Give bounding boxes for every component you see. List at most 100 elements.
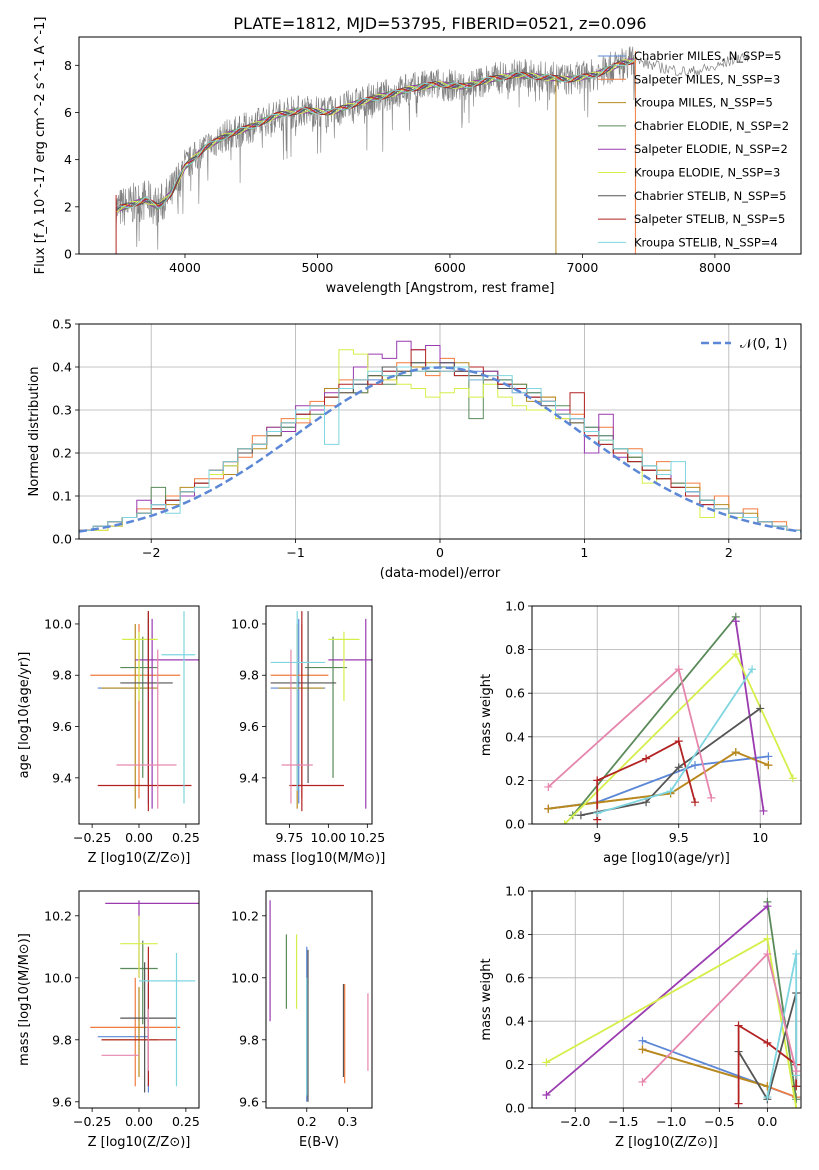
figure-title: PLATE=1812, MJD=53795, FIBERID=0521, z=0… [233,14,646,33]
x-tick-label: 4000 [169,260,201,275]
x-tick-label: 1 [580,545,588,560]
weight-line-kroupa_miles [642,1048,768,1088]
legend-label-normal: 𝒩(0, 1) [740,337,787,352]
spectrum-data-tail [635,52,749,77]
weight-marker-pink [638,1077,647,1086]
weight-marker-pink [763,949,772,958]
y-tick-label: 0.6 [505,970,525,985]
legend-label: Kroupa MILES, N_SSP=5 [634,96,773,110]
plot-area-age_vs_Z [90,611,199,812]
weight-line-chabrier_elodie [572,616,737,816]
weight-marker-salpeter_elodie [542,1090,551,1099]
y-axis-label: age [log10(age/yr)] [17,652,32,779]
legend-label: Chabrier ELODIE, N_SSP=2 [634,119,789,133]
weight-marker-pink [707,793,716,802]
weight-marker-chabrier_stelib [642,798,651,807]
x-tick-label: 0.00 [125,830,153,845]
x-tick-label: 0.00 [125,1114,153,1129]
y-axis-label: Flux [f_λ 10^-17 erg cm^-2 s^-1 A^-1] [33,17,48,275]
x-axis-label: E(B-V) [299,1135,339,1150]
weight-marker-salpeter_stelib [642,754,651,763]
x-tick-label: 0.3 [338,1114,358,1129]
x-tick-label: 0.0 [757,1114,777,1129]
x-tick-label: −0.25 [73,830,111,845]
weight-marker-chabrier_stelib [674,763,683,772]
weight-marker-kroupa_stelib [666,787,675,796]
weight-marker-kroupa_miles [638,1045,647,1054]
weight-marker-kroupa_elodie [788,774,797,783]
weight-marker-kroupa_elodie [542,1058,551,1067]
y-tick-label: 9.6 [239,719,259,734]
x-axis-label: Z [log10(Z/Z⊙)] [88,1135,191,1150]
y-tick-label: 0.4 [505,1014,525,1029]
plot-area-weight_vs_Z [542,897,801,1108]
x-axis-label: mass [log10(M/M⊙)] [253,851,386,866]
y-tick-label: 8 [64,58,72,73]
x-tick-label: 0.2 [297,1114,317,1129]
y-tick-label: 0.0 [505,817,525,832]
x-axis-label: age [log10(age/yr)] [603,851,730,866]
y-tick-label: 0.2 [505,773,525,788]
x-tick-label: 0.25 [172,830,200,845]
y-tick-label: 10.0 [231,616,259,631]
panel-weight_vs_Z: −2.0 −1.5 −1.0 −0.5 0.0 0.0 0.2 0.4 0.6 0.8 1.0 Z [… [479,884,802,1150]
y-tick-label: 0.8 [505,927,525,942]
y-tick-label: 2 [64,199,72,214]
weight-line-chabrier_elodie [766,901,798,1100]
axes-frame [531,605,802,825]
panel-residuals: −2 −1 0 1 2 0.0 0.1 0.2 0.3 0.4 0.5 (data-model)/er… [27,317,802,581]
x-tick-label: −1 [286,545,304,560]
weight-marker-kroupa_elodie [763,934,772,943]
y-tick-label: 0.8 [505,642,525,657]
y-tick-label: 10.2 [44,908,72,923]
weight-marker-chabrier_miles [691,761,700,770]
model-line-chabrier_elodie [115,57,635,211]
y-tick-label: 0.5 [52,317,72,332]
model-line-chabrier_miles [115,60,635,211]
y-tick-label: 9.8 [52,1032,72,1047]
weight-marker-kroupa_stelib [748,665,757,674]
y-tick-label: 9.4 [239,770,259,785]
axes-frame [78,890,200,1109]
panel-mass_vs_Z: −0.25 0.00 0.25 9.6 9.8 10.0 10.2 Z [log10(Z/Z⊙… [17,890,200,1150]
y-tick-label: 0.0 [52,532,72,547]
weight-marker-pink [792,1067,801,1076]
weight-marker-salpeter_stelib [734,1099,743,1108]
weight-marker-kroupa_miles [764,761,773,770]
weight-marker-chabrier_stelib [576,811,585,820]
x-tick-label: 5000 [302,260,334,275]
axes-frame [531,890,802,1109]
legend-label: Kroupa STELIB, N_SSP=4 [634,235,778,249]
plot-area-residuals [79,340,801,533]
x-tick-label: −2.0 [560,1114,590,1129]
x-tick-label: 10 [752,830,768,845]
y-tick-label: 9.4 [52,770,72,785]
weight-marker-chabrier_miles [638,1036,647,1045]
legend-label: Kroupa ELODIE, N_SSP=3 [634,166,780,180]
axes-frame [78,605,200,825]
y-tick-label: 9.8 [52,668,72,683]
weight-marker-salpeter_stelib [792,1082,801,1091]
weight-marker-salpeter_elodie [763,902,772,911]
weight-marker-salpeter_stelib [691,798,700,807]
x-tick-label: 0.25 [172,1114,200,1129]
model-line-kroupa_elodie [115,59,635,213]
weight-marker-kroupa_stelib [763,1093,772,1102]
legend-label: Chabrier STELIB, N_SSP=5 [634,189,786,203]
y-tick-label: 1.0 [505,884,525,899]
y-tick-label: 1.0 [505,599,525,614]
model-line-chabrier_stelib [115,60,635,211]
weight-marker-salpeter_stelib [674,737,683,746]
y-axis-label: mass [log10(M/M⊙)] [17,933,32,1066]
legend-label: Salpeter STELIB, N_SSP=5 [634,212,785,226]
x-tick-label: 9.75 [275,830,303,845]
x-tick-label: −1.5 [608,1114,638,1129]
model-line-salpeter_stelib [115,61,635,209]
axes-frame [78,323,802,540]
panel-age_vs_Z: −0.25 0.00 0.25 9.4 9.6 9.8 10.0 Z [log10(Z/Z⊙)… [17,605,200,866]
weight-marker-salpeter_elodie [731,617,740,626]
weight-marker-kroupa_elodie [560,820,569,824]
legend-label: Salpeter ELODIE, N_SSP=2 [634,142,788,156]
y-tick-label: 0 [64,247,72,262]
model-line-salpeter_miles [115,61,635,208]
